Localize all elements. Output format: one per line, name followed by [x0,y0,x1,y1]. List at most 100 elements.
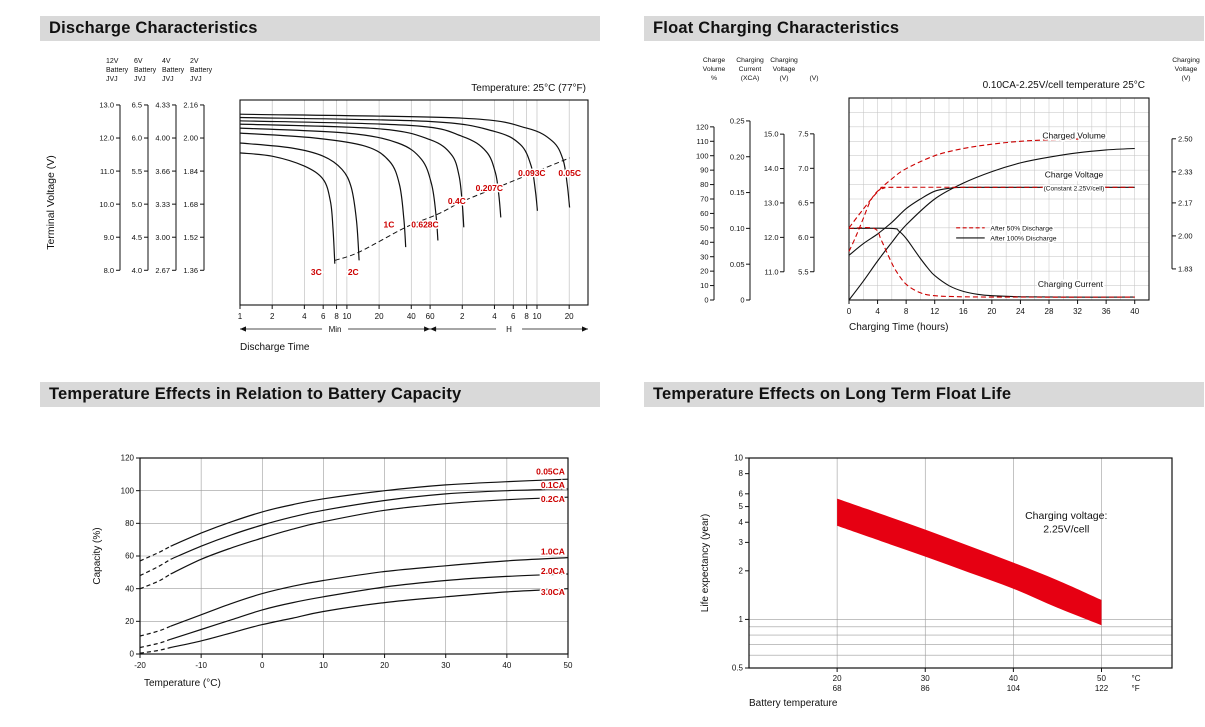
svg-text:8: 8 [524,312,529,321]
svg-text:1: 1 [238,312,243,321]
svg-text:H: H [506,325,512,334]
svg-text:11.0: 11.0 [100,167,114,176]
panel-temp-capacity: Temperature Effects in Relation to Batte… [40,382,600,711]
svg-text:(V): (V) [809,75,818,82]
svg-text:10.0: 10.0 [99,200,114,209]
svg-text:24: 24 [1016,307,1025,316]
svg-text:Charging: Charging [1172,57,1200,64]
svg-text:2.00: 2.00 [183,134,198,143]
svg-text:(Constant 2.25V/cell): (Constant 2.25V/cell) [1044,185,1105,192]
svg-text:0.15: 0.15 [730,188,745,197]
svg-text:3.33: 3.33 [155,200,170,209]
svg-text:0: 0 [704,296,708,305]
svg-text:6.0: 6.0 [132,134,142,143]
svg-text:20: 20 [565,312,574,321]
svg-text:Charge Voltage: Charge Voltage [1045,169,1104,179]
svg-text:120: 120 [696,122,709,131]
svg-text:0.2CA: 0.2CA [541,494,565,504]
svg-text:20: 20 [833,674,842,683]
svg-text:2.33: 2.33 [1178,167,1193,176]
svg-text:0: 0 [740,296,744,305]
svg-text:Battery: Battery [106,67,129,74]
svg-text:80: 80 [700,180,708,189]
svg-text:5.5: 5.5 [132,167,142,176]
svg-text:Volume: Volume [703,66,726,73]
svg-text:120: 120 [121,454,135,463]
svg-text:0.05CA: 0.05CA [536,466,565,476]
svg-text:4: 4 [302,312,307,321]
svg-text:JVJ: JVJ [134,76,146,83]
panel-title: Float Charging Characteristics [653,19,900,37]
svg-text:Life expectancy (year): Life expectancy (year) [700,514,711,612]
svg-text:100: 100 [121,486,135,495]
svg-text:3C: 3C [311,267,322,277]
svg-text:3: 3 [739,538,744,547]
svg-text:2.67: 2.67 [155,266,170,275]
svg-text:%: % [711,75,717,82]
svg-text:JVJ: JVJ [106,76,118,83]
svg-text:7.0: 7.0 [798,164,808,173]
svg-text:°F: °F [1132,684,1140,693]
svg-text:28: 28 [1045,307,1054,316]
svg-text:60: 60 [426,312,435,321]
svg-text:0: 0 [847,307,852,316]
svg-text:0: 0 [130,650,135,659]
svg-text:0: 0 [260,661,265,670]
svg-text:40: 40 [1130,307,1139,316]
svg-text:0.1CA: 0.1CA [541,480,565,490]
svg-text:2.0CA: 2.0CA [541,566,565,576]
svg-text:36: 36 [1102,307,1111,316]
svg-text:12.0: 12.0 [99,134,114,143]
svg-text:2: 2 [739,566,744,575]
svg-text:0.05: 0.05 [730,260,745,269]
svg-text:Voltage: Voltage [773,66,796,73]
svg-text:Current: Current [739,66,762,73]
svg-text:6.5: 6.5 [132,101,142,110]
svg-text:40: 40 [407,312,416,321]
svg-text:1.84: 1.84 [183,167,198,176]
svg-text:15.0: 15.0 [764,130,779,139]
svg-text:13.0: 13.0 [99,101,114,110]
svg-text:90: 90 [700,166,708,175]
svg-text:4.0: 4.0 [132,266,142,275]
svg-text:0.10CA-2.25V/cell temperature: 0.10CA-2.25V/cell temperature 25°C [983,80,1145,91]
svg-text:1: 1 [739,615,744,624]
svg-text:10: 10 [342,312,351,321]
svg-text:°C: °C [1132,674,1141,683]
svg-text:3.00: 3.00 [155,233,170,242]
svg-text:40: 40 [125,584,134,593]
svg-text:4: 4 [492,312,497,321]
svg-text:4: 4 [875,307,880,316]
svg-text:Terminal Voltage (V): Terminal Voltage (V) [45,155,57,250]
svg-text:4.00: 4.00 [155,134,170,143]
svg-text:40: 40 [502,661,511,670]
svg-text:Temperature: 25°C (77°F): Temperature: 25°C (77°F) [471,83,586,94]
svg-text:Charging Time (hours): Charging Time (hours) [849,322,948,333]
svg-text:2C: 2C [348,267,359,277]
svg-text:4.33: 4.33 [155,101,170,110]
svg-text:7.5: 7.5 [798,129,808,138]
svg-text:6: 6 [511,312,516,321]
svg-text:70: 70 [700,195,708,204]
svg-text:50: 50 [700,223,708,232]
svg-text:1.0CA: 1.0CA [541,546,565,556]
svg-text:Voltage: Voltage [1175,66,1198,73]
temp-capacity-chart: -20 -10 0 10 20 30 40 50 0 20 40 60 80 100 120 Capacity… [92,454,573,689]
svg-text:Capacity (%): Capacity (%) [92,527,103,584]
svg-text:(XCA): (XCA) [741,75,760,82]
svg-text:60: 60 [125,552,134,561]
panel-title-bar: Temperature Effects in Relation to Batte… [40,382,600,407]
svg-text:0.20: 0.20 [730,152,745,161]
svg-text:Temperature (°C): Temperature (°C) [144,678,221,689]
panel-float-charging: Float Charging Characteristics 0 4 8 12 16 20… [644,16,1204,358]
svg-text:0.05C: 0.05C [558,168,581,178]
svg-text:-20: -20 [134,661,146,670]
svg-text:0.25: 0.25 [730,117,745,126]
panel-title-bar: Discharge Characteristics [40,16,600,41]
svg-text:2: 2 [270,312,275,321]
svg-text:10: 10 [700,281,708,290]
svg-text:0.207C: 0.207C [476,183,503,193]
svg-text:JVJ: JVJ [162,76,174,83]
svg-text:Charging voltage:: Charging voltage: [1025,510,1107,522]
svg-text:6.5: 6.5 [798,198,808,207]
